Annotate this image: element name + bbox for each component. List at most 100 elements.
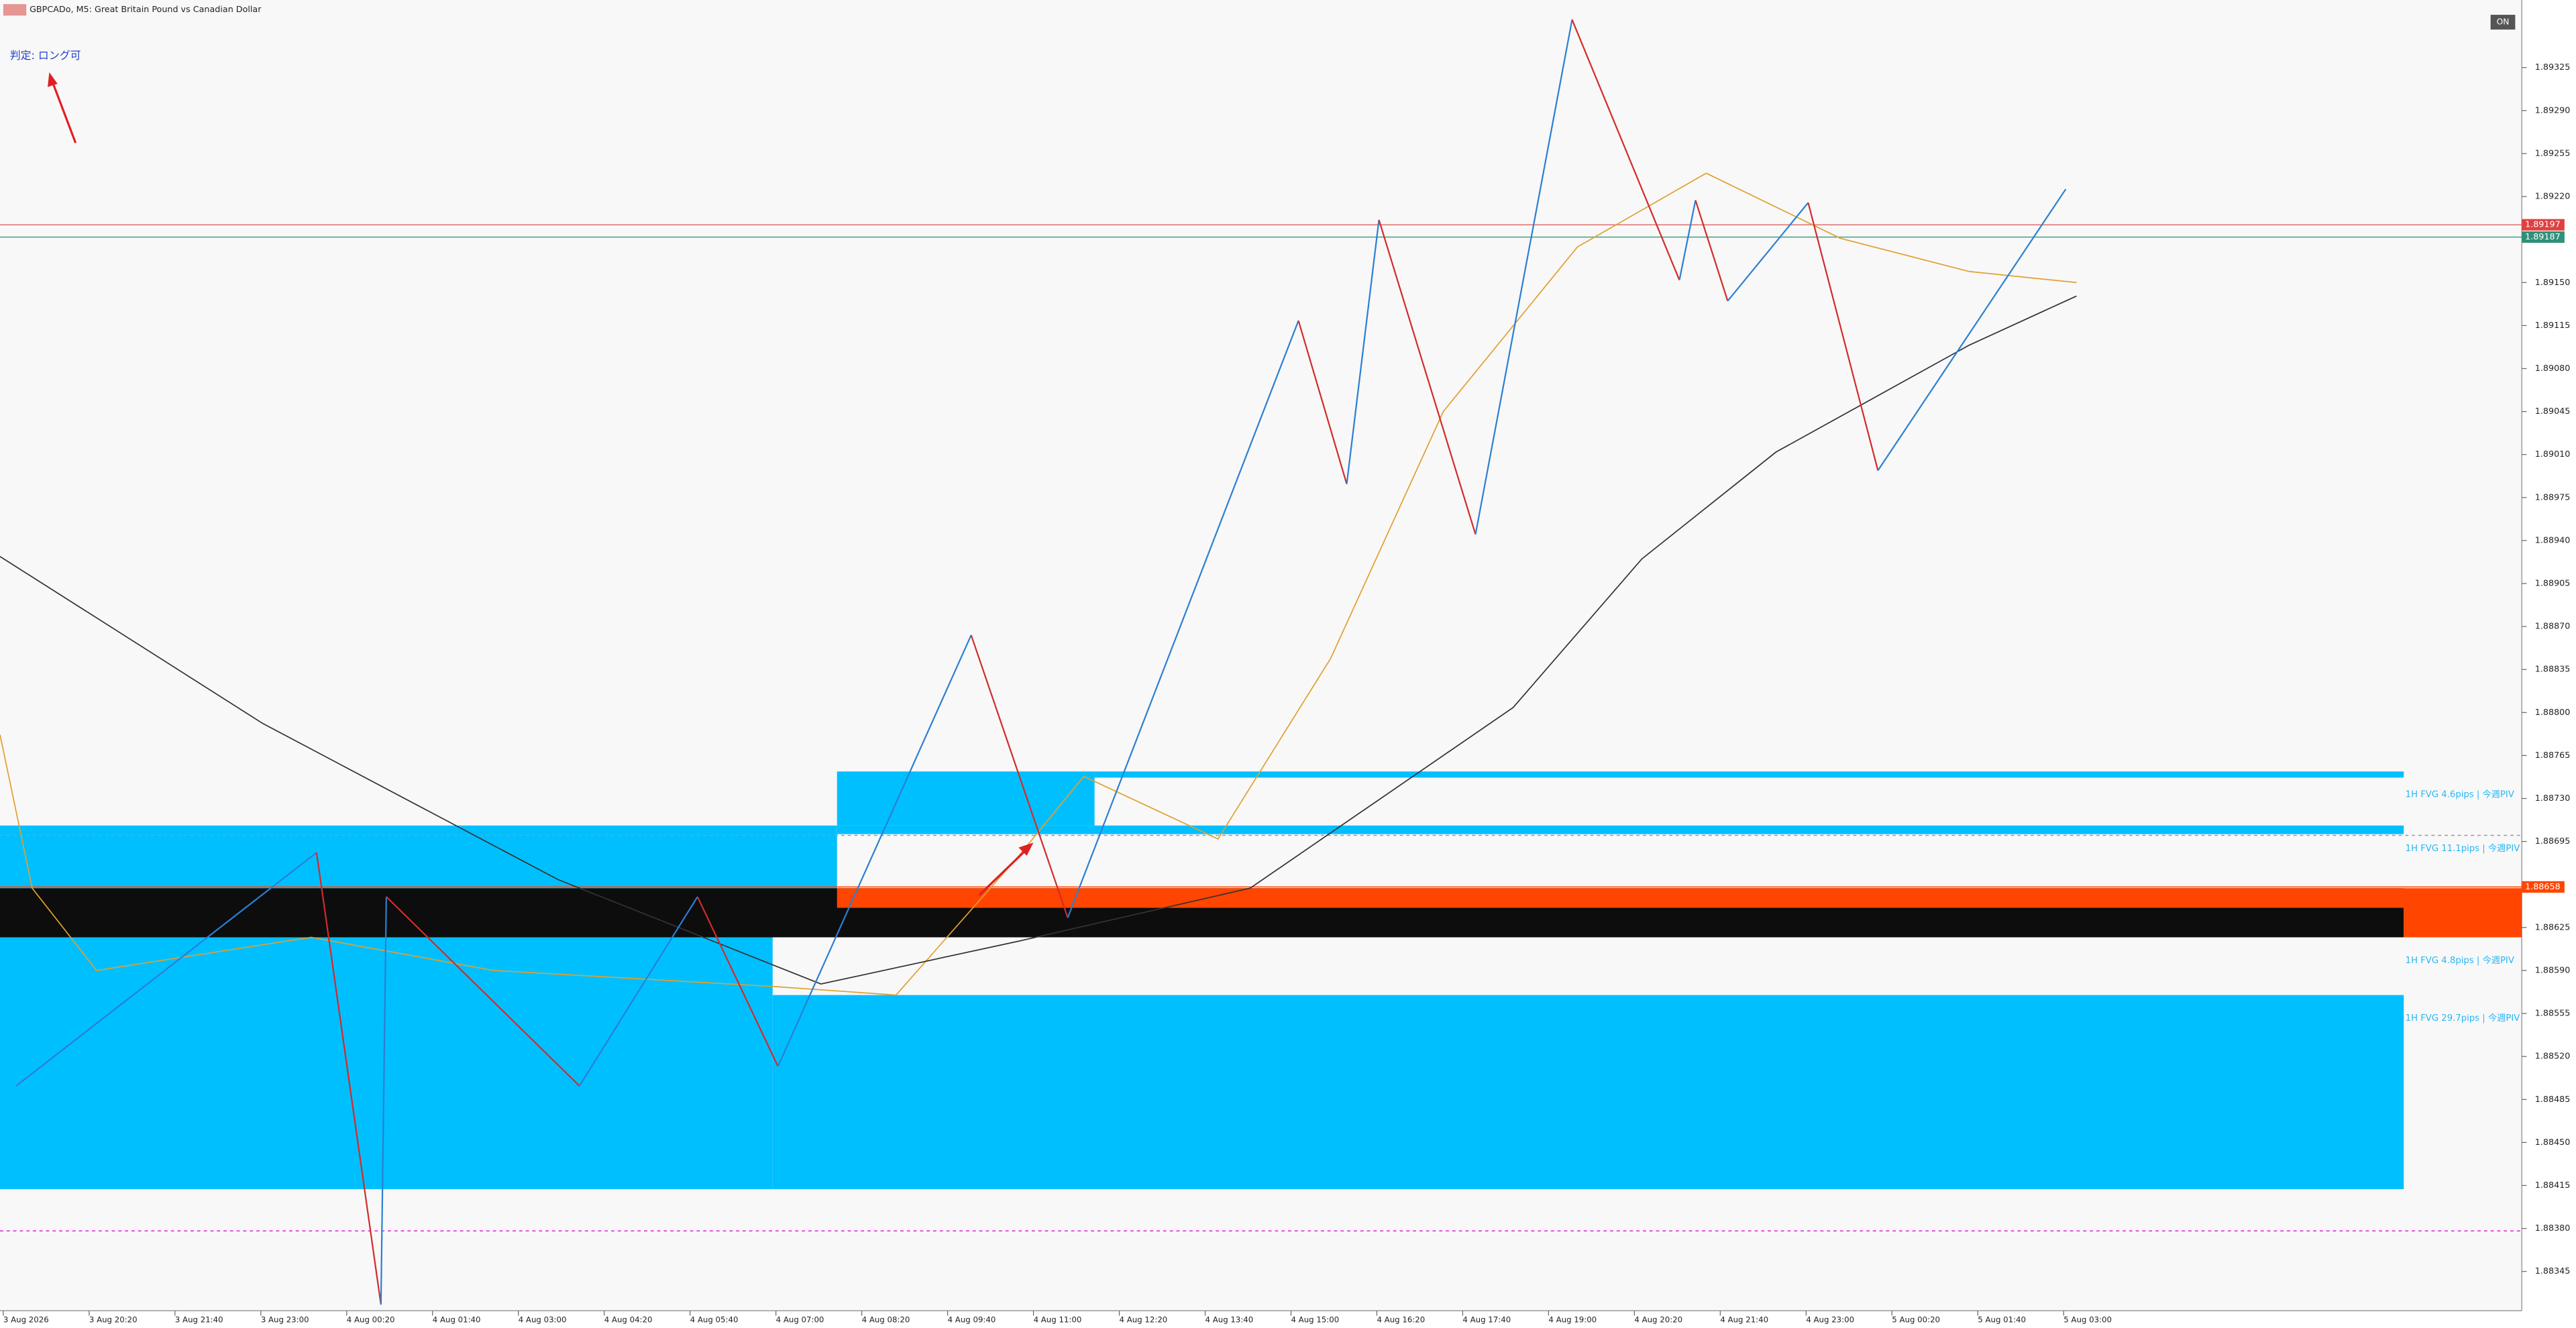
- price-tag-label: 1.88658: [2525, 882, 2561, 892]
- moving-average: [0, 295, 2077, 985]
- icon: [3, 4, 27, 16]
- x-tick-label: 4 Aug 13:40: [1205, 1315, 1254, 1324]
- zigzag-segment: [1571, 19, 1680, 281]
- y-tick-label: 1.88975: [2535, 492, 2571, 502]
- y-tick-label: 1.88800: [2535, 708, 2571, 718]
- x-tick-label: 3 Aug 23:00: [261, 1315, 309, 1324]
- arrow-head: [1018, 842, 1034, 856]
- zigzag-segment: [1807, 202, 1879, 471]
- on-button[interactable]: [2490, 15, 2516, 30]
- fvg-label: 1H FVG 11.1pips | 今週PIV: [2406, 843, 2520, 854]
- fvg-zone: [0, 937, 773, 1189]
- fvg-zone: [837, 825, 2404, 834]
- x-tick-label: 4 Aug 05:40: [690, 1315, 739, 1324]
- zigzag-segment: [1067, 320, 1299, 918]
- y-tick-label: 1.88730: [2535, 793, 2571, 804]
- fvg-zone: [1094, 771, 2404, 778]
- x-tick-label: 5 Aug 00:20: [1892, 1315, 1940, 1324]
- fvg-zone: [837, 888, 2522, 908]
- y-tick-label: 1.89255: [2535, 148, 2571, 158]
- x-tick-label: 4 Aug 19:00: [1548, 1315, 1597, 1324]
- y-tick-label: 1.89325: [2535, 62, 2571, 72]
- zigzag-segment: [315, 852, 382, 1305]
- y-tick-label: 1.89080: [2535, 364, 2571, 374]
- y-tick-label: 1.88450: [2535, 1138, 2571, 1148]
- zigzag-segment: [970, 634, 1069, 918]
- symbol-title: GBPCADo, M5: Great Britain Pound vs Cana…: [30, 5, 262, 15]
- x-tick-label: 4 Aug 11:00: [1034, 1315, 1082, 1324]
- fvg-zone: [837, 771, 1095, 826]
- zigzag-segment: [1727, 202, 1809, 302]
- x-tick-label: 4 Aug 03:00: [519, 1315, 567, 1324]
- zigzag-segment: [15, 852, 317, 1087]
- fvg-label: 1H FVG 4.6pips | 今週PIV: [2406, 789, 2514, 800]
- y-tick-label: 1.88625: [2535, 922, 2571, 932]
- fvg-zone: [2404, 907, 2522, 938]
- x-tick-label: 4 Aug 07:00: [776, 1315, 824, 1324]
- x-tick-label: 5 Aug 03:00: [2063, 1315, 2112, 1324]
- y-tick-label: 1.88555: [2535, 1009, 2571, 1019]
- zigzag-segment: [1346, 219, 1380, 484]
- fvg-label: 1H FVG 4.8pips | 今週PIV: [2406, 955, 2514, 966]
- zigzag-segment: [1678, 200, 1697, 280]
- y-tick-label: 1.88485: [2535, 1095, 2571, 1105]
- arrow: [978, 850, 1026, 896]
- x-tick-label: 4 Aug 20:20: [1634, 1315, 1682, 1324]
- y-tick-label: 1.89010: [2535, 449, 2571, 459]
- price-tag: [2522, 219, 2565, 231]
- x-tick-label: 4 Aug 01:40: [433, 1315, 481, 1324]
- fvg-zone: [0, 825, 837, 889]
- zigzag-segment: [1378, 219, 1477, 535]
- y-tick-label: 1.89115: [2535, 321, 2571, 331]
- x-tick-label: 4 Aug 12:20: [1120, 1315, 1168, 1324]
- arrow: [51, 81, 77, 144]
- price-tag: [2522, 231, 2565, 243]
- arrow-head: [48, 72, 58, 87]
- x-tick-label: 4 Aug 21:40: [1720, 1315, 1768, 1324]
- y-tick-label: 1.89150: [2535, 278, 2571, 288]
- y-tick-label: 1.89290: [2535, 105, 2571, 115]
- zigzag-segment: [1695, 200, 1729, 302]
- x-tick-label: 4 Aug 16:20: [1377, 1315, 1425, 1324]
- zigzag-segment: [696, 896, 779, 1067]
- x-tick-label: 3 Aug 21:40: [175, 1315, 223, 1324]
- y-tick-label: 1.88345: [2535, 1266, 2571, 1276]
- y-tick-label: 1.88765: [2535, 751, 2571, 761]
- fvg-zone: [772, 995, 2404, 1189]
- x-tick-label: 5 Aug 01:40: [1978, 1315, 2026, 1324]
- plot-layer: 1H FVG 4.6pips | 今週PIV 1H FVG 11.1pips | …: [0, 19, 2522, 1305]
- y-tick-label: 1.88695: [2535, 836, 2571, 846]
- zigzag-segment: [1297, 320, 1348, 484]
- x-tick-label: 4 Aug 08:20: [862, 1315, 910, 1324]
- price-tag-label: 1.89197: [2525, 220, 2561, 230]
- y-tick-label: 1.88905: [2535, 578, 2571, 588]
- price-tag-label: 1.89187: [2525, 232, 2561, 242]
- zigzag-segment: [386, 896, 580, 1087]
- x-tick-label: 3 Aug 20:20: [89, 1315, 138, 1324]
- verdict: 判定: ロング可: [10, 49, 81, 62]
- y-tick-label: 1.89045: [2535, 406, 2571, 417]
- moving-average: [0, 172, 2077, 996]
- x-tick-label: 3 Aug 2026: [3, 1315, 49, 1324]
- y-tick-label: 1.88835: [2535, 665, 2571, 675]
- zigzag-segment: [578, 896, 698, 1087]
- on-button-label[interactable]: ON: [2497, 17, 2510, 27]
- x-tick-label: 4 Aug 04:20: [604, 1315, 653, 1324]
- x-tick-label: 4 Aug 23:00: [1806, 1315, 1854, 1324]
- y-tick-label: 1.88520: [2535, 1052, 2571, 1062]
- y-tick-label: 1.88415: [2535, 1180, 2571, 1191]
- x-tick-label: 4 Aug 17:40: [1462, 1315, 1511, 1324]
- y-tick-label: 1.88590: [2535, 965, 2571, 975]
- x-tick-label: 4 Aug 00:20: [347, 1315, 395, 1324]
- y-tick-label: 1.88870: [2535, 622, 2571, 632]
- zigzag-segment: [1877, 188, 2067, 472]
- price-tag: [2522, 881, 2565, 893]
- fvg-label: 1H FVG 29.7pips | 今週PIV: [2406, 1013, 2520, 1023]
- x-tick-label: 4 Aug 09:40: [948, 1315, 996, 1324]
- y-tick-label: 1.89220: [2535, 192, 2571, 202]
- x-tick-label: 4 Aug 15:00: [1291, 1315, 1339, 1324]
- y-tick-label: 1.88940: [2535, 535, 2571, 545]
- y-tick-label: 1.88380: [2535, 1223, 2571, 1233]
